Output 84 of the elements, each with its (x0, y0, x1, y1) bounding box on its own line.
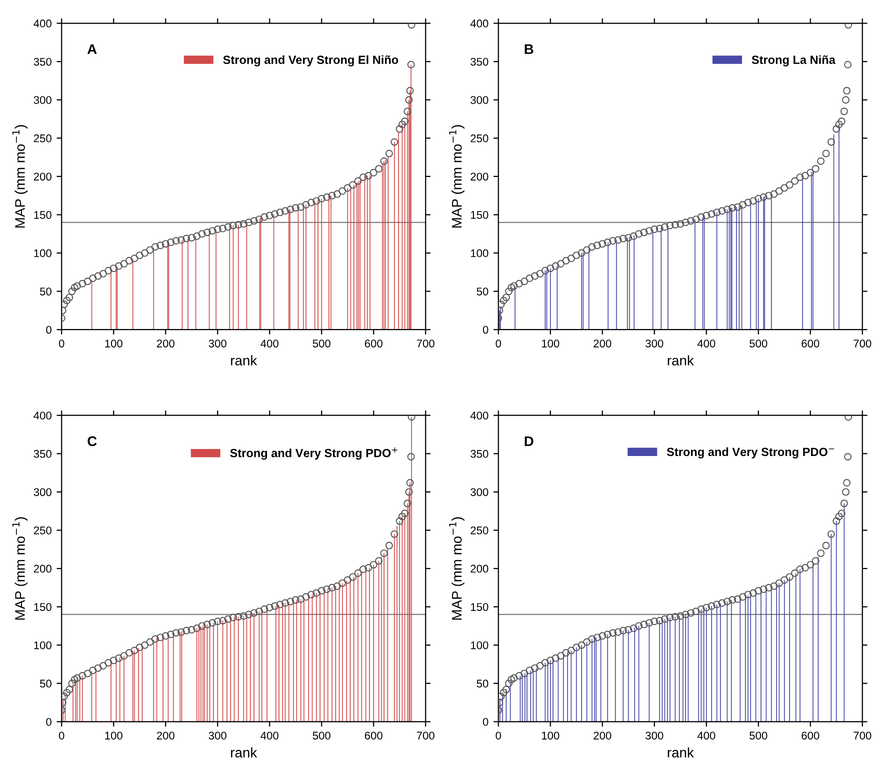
y-tick-label: 350 (34, 450, 52, 458)
y-tick-label: 250 (34, 134, 52, 142)
y-axis-title: MAP (mm mo$^{−1}$) (12, 125, 28, 228)
y-tick-label: 400 (34, 412, 52, 420)
x-tick-label: 500 (312, 340, 330, 348)
y-tick-label: 100 (470, 249, 488, 258)
x-tick-label: 100 (105, 732, 122, 740)
legend-label: Strong and Very Strong El Niño (223, 55, 398, 66)
y-tick-label: 250 (470, 526, 488, 534)
y-tick-label: 100 (34, 249, 52, 258)
y-tick-label: 0 (482, 326, 488, 334)
y-tick-label: 0 (482, 718, 488, 726)
y-tick-label: 200 (470, 564, 488, 573)
x-tick-label: 0 (58, 340, 64, 348)
annotation: A (87, 44, 97, 54)
annotation: B (524, 44, 534, 54)
x-tick-label: 200 (156, 340, 174, 348)
y-tick-label: 150 (34, 603, 52, 611)
y-tick-label: 400 (470, 20, 488, 28)
y-tick-label: 300 (470, 96, 488, 104)
y-tick-label: 300 (470, 488, 488, 496)
x-axis-title: rank (231, 355, 258, 366)
x-tick-label: 600 (802, 732, 820, 740)
y-tick-label: 400 (470, 412, 488, 420)
x-tick-label: 500 (750, 732, 768, 740)
legend-label: Strong and Very Strong PDO$^{−}$ (666, 447, 834, 458)
annotation: D (524, 436, 534, 446)
x-tick-label: 100 (542, 732, 560, 740)
legend-label: Strong La Niña (752, 55, 836, 66)
y-tick-label: 150 (470, 210, 488, 219)
y-tick-label: 50 (40, 288, 52, 296)
x-tick-label: 700 (854, 340, 872, 348)
x-tick-label: 300 (208, 340, 226, 348)
x-axis-title: rank (668, 747, 694, 758)
legend-label: Strong and Very Strong PDO$^{+}$ (230, 447, 398, 460)
x-tick-label: 600 (364, 732, 382, 740)
y-tick-label: 50 (476, 288, 488, 296)
annotation: C (88, 436, 97, 446)
y-tick-label: 200 (34, 564, 52, 573)
y-tick-label: 150 (34, 210, 52, 219)
y-tick-label: 200 (470, 172, 488, 181)
y-tick-label: 350 (470, 58, 488, 66)
y-axis-title: MAP (mm mo$^{−1}$) (449, 125, 464, 228)
y-tick-label: 150 (470, 603, 488, 611)
x-tick-label: 700 (416, 732, 434, 740)
y-tick-label: 50 (40, 680, 52, 688)
y-tick-label: 0 (46, 718, 52, 726)
y-tick-label: 250 (470, 134, 488, 142)
y-tick-label: 350 (34, 58, 52, 66)
x-tick-label: 500 (750, 340, 768, 348)
x-tick-label: 300 (646, 732, 664, 740)
x-tick-label: 700 (854, 732, 872, 740)
y-tick-label: 100 (34, 641, 52, 650)
x-tick-label: 300 (208, 732, 226, 740)
x-tick-label: 700 (416, 340, 434, 348)
x-tick-label: 400 (260, 340, 278, 348)
x-tick-label: 0 (496, 340, 502, 348)
x-axis-title: rank (231, 747, 258, 758)
x-tick-label: 0 (58, 732, 64, 740)
x-axis-title: rank (668, 355, 694, 366)
x-tick-label: 600 (364, 340, 382, 348)
x-tick-label: 500 (312, 732, 330, 740)
y-tick-label: 100 (470, 641, 488, 650)
x-tick-label: 400 (697, 732, 716, 740)
y-tick-label: 50 (476, 680, 488, 688)
x-tick-label: 600 (802, 340, 820, 348)
y-tick-label: 350 (470, 450, 488, 458)
x-tick-label: 400 (697, 340, 716, 348)
y-tick-label: 200 (34, 172, 52, 181)
x-tick-label: 100 (542, 340, 560, 348)
y-tick-label: 300 (34, 488, 52, 496)
y-axis-title: MAP (mm mo$^{−1}$) (449, 517, 464, 620)
y-tick-label: 0 (46, 326, 52, 334)
x-tick-label: 400 (260, 732, 278, 740)
x-tick-label: 0 (496, 732, 502, 740)
x-tick-label: 200 (156, 732, 174, 740)
y-tick-label: 250 (34, 526, 52, 534)
x-tick-label: 200 (594, 732, 612, 740)
x-tick-label: 300 (646, 340, 664, 348)
y-tick-label: 400 (34, 20, 52, 28)
y-axis-title: MAP (mm mo$^{−1}$) (12, 517, 28, 620)
x-tick-label: 100 (105, 340, 122, 348)
x-tick-label: 200 (594, 340, 612, 348)
y-tick-label: 300 (34, 96, 52, 104)
